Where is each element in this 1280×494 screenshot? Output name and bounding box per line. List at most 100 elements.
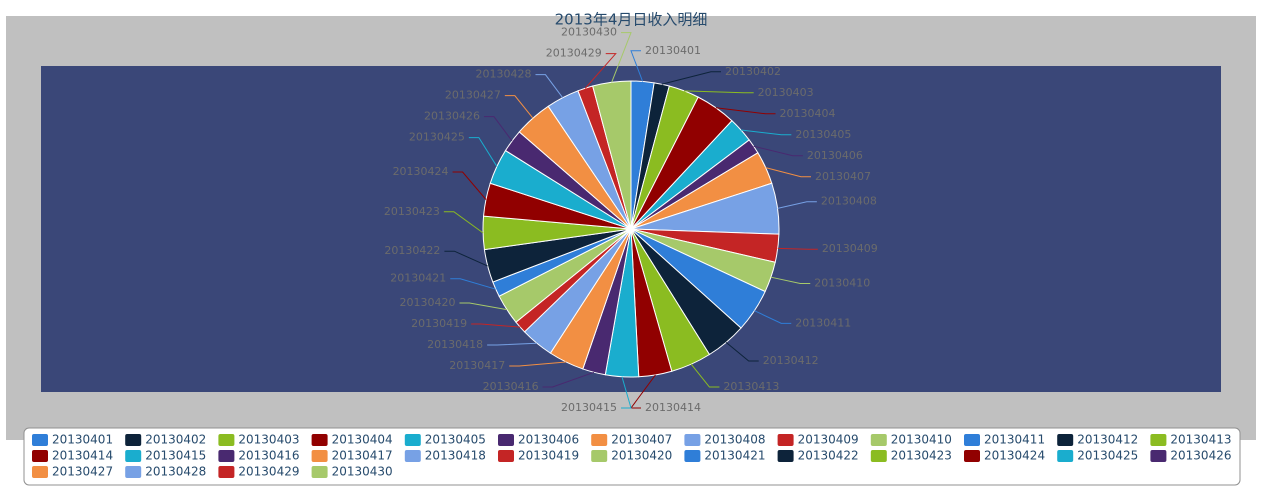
data-label: 20130413 <box>723 380 779 393</box>
label-connector <box>535 74 564 99</box>
legend-swatch <box>1057 450 1074 462</box>
legend-swatch <box>125 434 142 446</box>
legend-label: 20130414 <box>52 449 113 463</box>
label-connector <box>740 129 792 136</box>
legend-swatch <box>311 434 328 446</box>
legend-swatch <box>498 434 514 446</box>
label-connector <box>777 247 818 250</box>
legend-label: 20130407 <box>611 433 672 447</box>
legend-swatch <box>870 434 887 446</box>
legend-label: 20130421 <box>704 449 765 463</box>
label-connector <box>690 363 720 388</box>
label-connector <box>684 90 754 94</box>
label-connector <box>450 278 496 290</box>
legend-label: 20130405 <box>425 433 486 447</box>
data-label: 20130426 <box>424 110 480 123</box>
data-label: 20130415 <box>561 401 617 414</box>
label-connector <box>471 323 521 328</box>
data-label: 20130411 <box>795 316 851 329</box>
legend-swatch <box>870 450 887 462</box>
label-connector <box>777 201 817 209</box>
legend-swatch <box>777 450 794 462</box>
legend-swatch <box>684 434 701 446</box>
data-label: 20130412 <box>763 354 819 367</box>
data-label: 20130418 <box>427 338 483 351</box>
legend-label: 20130410 <box>891 433 952 447</box>
legend-swatch <box>1057 434 1074 446</box>
legend-label: 20130404 <box>332 433 393 447</box>
legend-swatch <box>125 466 142 478</box>
chart-title: 2013年4月日收入明细 <box>555 11 708 29</box>
legend-label: 20130420 <box>611 449 672 463</box>
label-connector <box>765 167 811 178</box>
label-connector <box>509 361 567 367</box>
data-label: 20130427 <box>445 89 501 102</box>
label-connector <box>487 342 537 346</box>
data-label: 20130410 <box>814 277 870 290</box>
label-connector <box>725 341 759 362</box>
legend-swatch <box>404 434 421 446</box>
legend-label: 20130423 <box>891 449 952 463</box>
legend-swatch <box>591 450 608 462</box>
data-label: 20130429 <box>546 47 602 60</box>
legend-label: 20130426 <box>1170 449 1231 463</box>
data-label: 20130417 <box>449 359 505 372</box>
label-connector <box>753 145 803 157</box>
data-label: 20130402 <box>725 65 781 78</box>
legend-swatch <box>32 434 48 446</box>
legend-swatch <box>1150 450 1167 462</box>
label-connector <box>621 376 632 409</box>
legend-label: 20130416 <box>238 449 299 463</box>
label-connector <box>630 50 644 82</box>
legend-label: 20130428 <box>145 465 206 479</box>
legend-label: 20130418 <box>425 449 486 463</box>
data-label: 20130424 <box>393 165 449 178</box>
legend-swatch <box>964 450 980 462</box>
data-label: 20130407 <box>815 170 871 183</box>
data-label: 20130409 <box>822 242 878 255</box>
data-label: 20130422 <box>384 244 440 257</box>
data-label: 20130408 <box>821 195 877 208</box>
data-label: 20130416 <box>483 380 539 393</box>
legend-box <box>23 427 1241 486</box>
legend-swatch <box>32 450 48 462</box>
label-connector <box>443 211 484 234</box>
legend-label: 20130406 <box>518 433 579 447</box>
legend-swatch <box>218 466 235 478</box>
legend-label: 20130419 <box>518 449 579 463</box>
legend-label: 20130422 <box>798 449 859 463</box>
legend-swatch <box>311 450 328 462</box>
legend-label: 20130430 <box>332 465 393 479</box>
legend-swatch <box>498 450 514 462</box>
label-connector <box>444 250 488 267</box>
label-connector <box>452 171 487 200</box>
data-label: 20130425 <box>409 131 465 144</box>
data-label: 20130420 <box>399 296 455 309</box>
legend-swatch <box>218 434 235 446</box>
label-connector <box>542 371 595 388</box>
legend-swatch <box>1150 434 1167 446</box>
legend-label: 20130413 <box>1170 433 1231 447</box>
legend-label: 20130425 <box>1077 449 1138 463</box>
legend-label: 20130429 <box>238 465 299 479</box>
data-label: 20130419 <box>411 317 467 330</box>
label-connector <box>661 71 721 85</box>
data-label: 20130403 <box>758 86 814 99</box>
label-connector <box>611 32 632 83</box>
label-connector <box>459 302 507 311</box>
data-label: 20130414 <box>645 401 701 414</box>
data-label: 20130428 <box>475 68 531 81</box>
legend-label: 20130403 <box>238 433 299 447</box>
label-connector <box>584 53 617 89</box>
legend-swatch <box>964 434 980 446</box>
legend-swatch <box>32 466 48 478</box>
data-label: 20130406 <box>807 149 863 162</box>
label-connector <box>504 95 534 119</box>
legend-swatch <box>404 450 421 462</box>
data-label: 20130405 <box>795 128 851 141</box>
legend-label: 20130402 <box>145 433 206 447</box>
legend-swatch <box>125 450 142 462</box>
legend-swatch <box>311 466 328 478</box>
legend-label: 20130409 <box>798 433 859 447</box>
